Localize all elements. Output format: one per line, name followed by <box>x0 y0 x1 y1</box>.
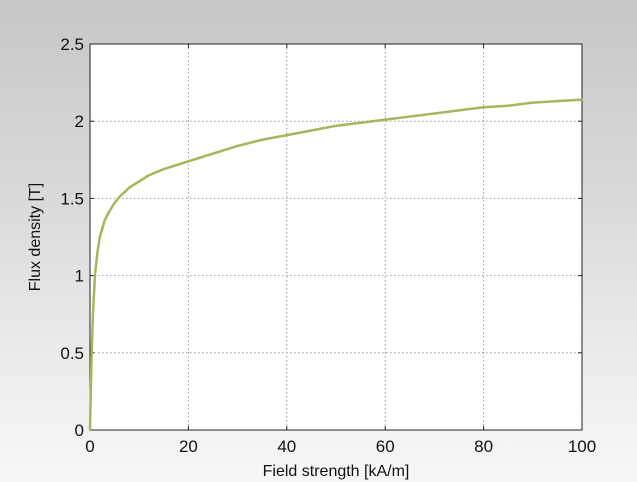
x-tick-label: 80 <box>474 437 493 456</box>
series-line <box>88 98 584 432</box>
x-tick-label: 0 <box>85 437 94 456</box>
y-axis-label: Flux density [T] <box>27 183 44 291</box>
x-tick-label: 60 <box>376 437 395 456</box>
series-layer <box>88 98 584 432</box>
x-tick-label: 40 <box>277 437 296 456</box>
y-tick-label: 0.5 <box>60 344 84 363</box>
plot-area <box>89 43 583 431</box>
x-tick-label: 100 <box>568 437 596 456</box>
axis-ticks: 0 20 40 60 80 100 0 0.5 1 1.5 2 2.5 <box>60 35 596 456</box>
y-tick-label: 1 <box>75 267 84 286</box>
y-tick-label: 1.5 <box>60 189 84 208</box>
x-tick-label: 20 <box>179 437 198 456</box>
y-tick-label: 2.5 <box>60 35 84 54</box>
axis-labels: Field strength [kA/m] Flux density [T] <box>27 183 409 480</box>
x-axis-label: Field strength [kA/m] <box>263 463 410 480</box>
y-tick-label: 2 <box>75 112 84 131</box>
y-tick-label: 0 <box>75 421 84 440</box>
